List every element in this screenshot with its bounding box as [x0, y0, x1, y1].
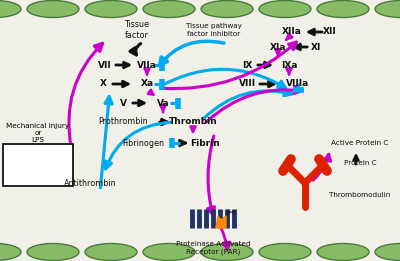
Ellipse shape: [27, 244, 79, 260]
Ellipse shape: [143, 1, 195, 17]
Text: VIII: VIII: [240, 80, 256, 88]
Ellipse shape: [143, 244, 195, 260]
Text: XI: XI: [311, 43, 321, 51]
Text: Fibrinogen: Fibrinogen: [122, 139, 164, 147]
Text: LPS: LPS: [32, 137, 44, 143]
Ellipse shape: [317, 1, 369, 17]
Text: X: X: [100, 80, 106, 88]
Text: Va: Va: [157, 98, 169, 108]
Text: XII: XII: [323, 27, 337, 37]
Text: Receptor (PAR): Receptor (PAR): [186, 249, 240, 255]
Ellipse shape: [259, 1, 311, 17]
Text: IXa: IXa: [281, 61, 297, 69]
Ellipse shape: [375, 1, 400, 17]
Ellipse shape: [375, 244, 400, 260]
Text: Tissue
factor: Tissue factor: [124, 20, 150, 40]
Ellipse shape: [317, 244, 369, 260]
Text: or: or: [34, 130, 42, 136]
Ellipse shape: [201, 244, 253, 260]
Text: Thrombomodulin: Thrombomodulin: [329, 192, 391, 198]
Ellipse shape: [27, 1, 79, 17]
Text: IX: IX: [242, 61, 252, 69]
Ellipse shape: [85, 1, 137, 17]
Text: Prothrombin: Prothrombin: [98, 117, 148, 127]
Text: XIIa: XIIa: [282, 27, 302, 37]
Polygon shape: [216, 216, 226, 228]
Ellipse shape: [201, 1, 253, 17]
Text: Protein C: Protein C: [344, 160, 376, 166]
Text: ✂: ✂: [226, 208, 236, 218]
Text: Active Protein C: Active Protein C: [331, 140, 389, 146]
Ellipse shape: [259, 244, 311, 260]
Ellipse shape: [85, 244, 137, 260]
Text: VIIa: VIIa: [137, 61, 157, 69]
Text: Tissue pathway
factor inhibitor: Tissue pathway factor inhibitor: [186, 23, 242, 37]
Text: VIIIa: VIIIa: [286, 80, 310, 88]
Ellipse shape: [0, 1, 21, 17]
Text: Antithrombin: Antithrombin: [64, 179, 116, 187]
Text: Proteinase Activated: Proteinase Activated: [176, 241, 250, 247]
FancyBboxPatch shape: [3, 144, 73, 186]
Text: V: V: [120, 98, 126, 108]
Ellipse shape: [0, 244, 21, 260]
Text: Mechanical injury: Mechanical injury: [6, 123, 70, 129]
Text: Fibrin: Fibrin: [190, 139, 220, 147]
Text: Xa: Xa: [140, 80, 154, 88]
Text: Thrombin: Thrombin: [169, 117, 217, 127]
Text: XIa: XIa: [270, 43, 286, 51]
Text: VII: VII: [98, 61, 112, 69]
